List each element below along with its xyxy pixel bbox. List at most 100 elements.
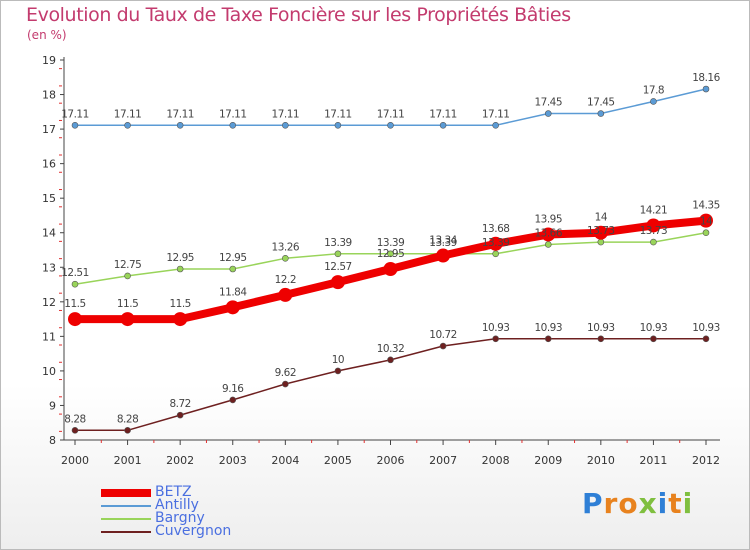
legend-swatch-antilly [101, 504, 151, 507]
data-label-betz: 12.57 [324, 261, 352, 273]
data-label-bargny: 13.66 [534, 227, 562, 239]
data-label-cuvergnon: 8.72 [169, 398, 190, 410]
y-tick-label: 17 [42, 123, 56, 136]
data-point-bargny [229, 265, 237, 273]
logo-letter: t [668, 487, 683, 520]
data-point-antilly [71, 121, 79, 129]
x-tick-label: 2004 [271, 454, 299, 467]
data-label-bargny: 12.95 [219, 252, 247, 264]
x-tick-label: 2003 [219, 454, 247, 467]
data-point-bargny [282, 254, 289, 262]
data-label-cuvergnon: 9.62 [275, 367, 296, 379]
data-label-antilly: 17.45 [534, 97, 562, 109]
logo-letter: i [657, 487, 669, 520]
data-label-antilly: 17.8 [643, 84, 664, 96]
data-label-antilly: 17.11 [114, 108, 142, 120]
data-label-cuvergnon: 10.93 [534, 322, 562, 334]
data-point-betz [699, 213, 713, 228]
data-point-antilly [229, 121, 237, 129]
x-tick-label: 2007 [429, 454, 457, 467]
legend-label-antilly: Antilly [155, 497, 199, 513]
data-label-bargny: 13.39 [429, 237, 457, 249]
legend-item-cuvergnon: Cuvergnon [101, 524, 231, 538]
data-point-bargny [334, 250, 342, 258]
data-label-bargny: 13.73 [640, 225, 668, 237]
data-point-antilly [702, 85, 710, 93]
data-point-antilly [282, 121, 289, 129]
data-label-antilly: 17.45 [587, 97, 615, 109]
data-label-cuvergnon: 10.93 [692, 322, 720, 334]
x-tick-label: 2012 [692, 454, 720, 467]
legend-label-bargny: Bargny [155, 510, 205, 526]
chart-title: Evolution du Taux de Taxe Foncière sur l… [26, 4, 571, 26]
data-label-betz: 13.34 [429, 235, 457, 247]
data-point-betz [436, 248, 451, 263]
data-label-antilly: 18.16 [692, 72, 720, 84]
logo-letter: P [582, 487, 604, 520]
data-point-antilly [597, 110, 605, 117]
data-point-antilly [176, 121, 184, 129]
data-point-antilly [544, 110, 552, 117]
y-tick-label: 14 [42, 227, 56, 240]
data-point-betz [488, 236, 503, 251]
data-point-bargny [597, 238, 605, 246]
y-axis-unit: (en %) [27, 28, 67, 42]
data-point-cuvergnon [544, 335, 552, 343]
data-point-bargny [702, 229, 710, 237]
data-label-cuvergnon: 10.93 [587, 322, 615, 334]
legend-swatch-betz [101, 488, 151, 497]
data-point-antilly [439, 121, 447, 129]
y-tick-label: 11 [42, 330, 56, 343]
data-point-cuvergnon [650, 335, 657, 343]
data-point-bargny [387, 250, 394, 258]
x-tick-label: 2001 [114, 454, 142, 467]
y-tick-label: 15 [42, 192, 56, 205]
data-label-antilly: 17.11 [429, 108, 457, 120]
x-tick-label: 2011 [639, 454, 667, 467]
data-point-antilly [492, 121, 499, 129]
logo-letter: r [603, 487, 619, 520]
data-label-antilly: 17.11 [482, 108, 510, 120]
data-label-bargny: 12.95 [166, 252, 194, 264]
data-point-bargny [71, 280, 79, 288]
y-tick-label: 9 [49, 399, 56, 412]
data-point-betz [68, 312, 82, 327]
data-point-betz [383, 262, 398, 276]
logo-letter: o [618, 487, 639, 520]
legend-item-betz: BETZ [101, 484, 231, 500]
data-label-cuvergnon: 10.93 [640, 322, 668, 334]
y-tick-label: 13 [42, 261, 56, 274]
y-tick-label: 8 [49, 434, 56, 447]
data-label-cuvergnon: 8.28 [64, 413, 85, 425]
data-label-betz: 14 [595, 212, 608, 224]
data-point-betz [541, 227, 556, 242]
data-point-bargny [544, 241, 552, 248]
data-label-betz: 11.5 [64, 298, 85, 310]
data-label-antilly: 17.11 [166, 108, 194, 120]
data-point-cuvergnon [387, 356, 394, 364]
data-label-bargny: 13.26 [272, 241, 300, 253]
data-point-cuvergnon [492, 335, 499, 343]
data-label-antilly: 17.11 [377, 108, 405, 120]
x-tick-label: 2002 [166, 454, 194, 467]
data-label-betz: 11.84 [219, 286, 247, 298]
chart-legend: BETZ Antilly Bargny Cuvergnon [101, 484, 231, 538]
data-point-betz [646, 218, 661, 233]
logo-letter: i [682, 487, 694, 520]
x-tick-label: 2008 [482, 454, 510, 467]
logo-letter: x [638, 487, 658, 520]
y-tick-label: 18 [42, 89, 56, 102]
data-label-cuvergnon: 10.72 [429, 329, 457, 341]
legend-item-bargny: Bargny [101, 510, 231, 526]
legend-item-antilly: Antilly [101, 497, 231, 513]
data-label-betz: 13.95 [534, 213, 562, 225]
data-point-antilly [650, 98, 657, 105]
data-point-cuvergnon [176, 411, 184, 419]
data-point-betz [593, 225, 608, 240]
data-label-cuvergnon: 10.32 [377, 343, 405, 355]
data-point-betz [330, 275, 345, 290]
data-label-antilly: 17.11 [219, 108, 247, 120]
legend-label-betz: BETZ [155, 484, 192, 500]
data-point-bargny [492, 250, 499, 258]
